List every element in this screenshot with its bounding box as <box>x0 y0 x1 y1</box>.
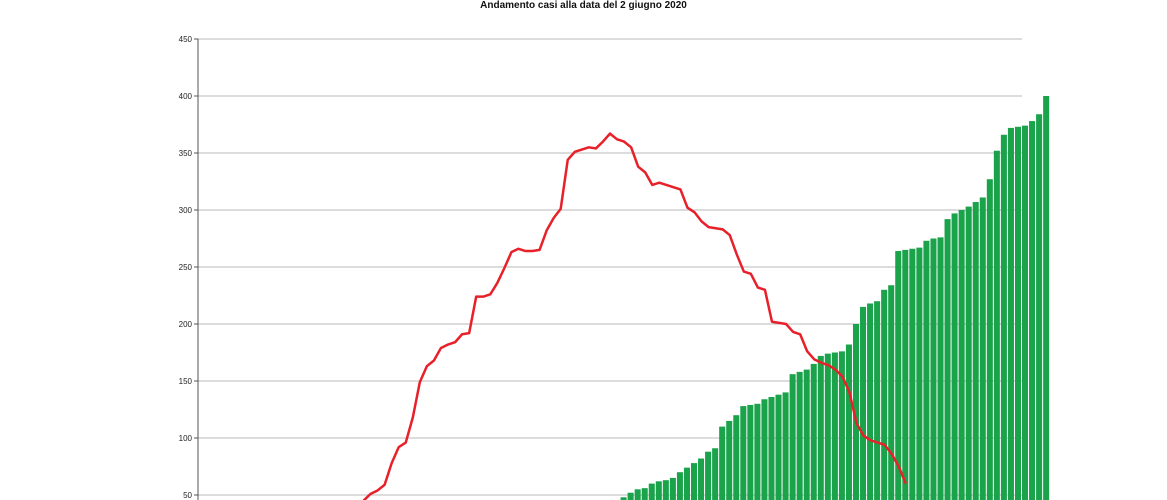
bar <box>620 497 627 500</box>
bar <box>1022 125 1029 500</box>
bar <box>937 237 944 500</box>
bar <box>993 150 1000 500</box>
bar <box>860 306 867 500</box>
bar <box>796 371 803 500</box>
bar <box>747 404 754 500</box>
bar <box>1036 114 1043 500</box>
bar <box>726 420 733 500</box>
bar <box>986 179 993 500</box>
y-tick-label: 400 <box>179 92 193 101</box>
bar <box>824 353 831 500</box>
bar <box>655 481 662 500</box>
bar <box>852 324 860 500</box>
bar <box>965 206 972 500</box>
bar <box>845 344 852 500</box>
bar <box>669 477 676 500</box>
bar <box>951 213 958 500</box>
bar <box>803 369 810 500</box>
bar <box>698 458 705 500</box>
bar <box>712 448 719 500</box>
y-tick-label: 100 <box>179 434 193 443</box>
bar <box>1007 127 1014 500</box>
bar <box>881 289 888 500</box>
bar <box>867 303 874 500</box>
y-tick-label: 350 <box>179 149 193 158</box>
bar <box>958 210 965 500</box>
line-series <box>362 132 907 500</box>
bar <box>909 248 916 500</box>
bar <box>662 480 669 500</box>
bar <box>838 351 845 500</box>
bar <box>733 415 740 500</box>
bar <box>754 403 761 500</box>
y-tick-label: 450 <box>179 35 193 44</box>
bar <box>1000 134 1007 500</box>
bar <box>874 301 881 500</box>
bar <box>719 426 726 500</box>
bar <box>782 392 789 500</box>
bar <box>831 352 838 500</box>
chart-title: Andamento casi alla data del 2 giugno 20… <box>480 0 687 11</box>
bar <box>930 238 937 500</box>
bar-series <box>620 96 1050 500</box>
bar <box>683 467 690 500</box>
y-tick-label: 250 <box>179 263 193 272</box>
bar <box>789 374 796 500</box>
y-tick-label: 300 <box>179 206 193 215</box>
bar <box>768 396 775 500</box>
bar <box>902 249 909 500</box>
bar <box>634 489 641 500</box>
bar <box>627 492 634 500</box>
bar <box>740 406 747 500</box>
bar <box>1029 121 1036 500</box>
bar <box>641 488 648 500</box>
line-path <box>362 132 907 500</box>
bar <box>810 363 817 500</box>
bar <box>817 355 824 500</box>
bar <box>916 247 923 500</box>
bar <box>690 463 698 500</box>
y-tick-label: 200 <box>179 320 193 329</box>
bar <box>944 219 951 500</box>
y-tick-label: 50 <box>183 491 192 500</box>
bar <box>888 285 895 500</box>
bar <box>705 451 712 500</box>
bar <box>972 202 979 500</box>
bar <box>648 483 655 500</box>
bar <box>979 197 986 500</box>
bar <box>676 472 683 500</box>
bar <box>895 251 902 500</box>
bar <box>761 399 768 500</box>
bar <box>1014 126 1021 500</box>
bar <box>775 394 782 500</box>
bar <box>1043 96 1050 500</box>
y-axis: 450 400 350 300 250 200 150 100 50 <box>179 35 199 500</box>
y-tick-label: 150 <box>179 377 193 386</box>
bar <box>923 240 930 500</box>
